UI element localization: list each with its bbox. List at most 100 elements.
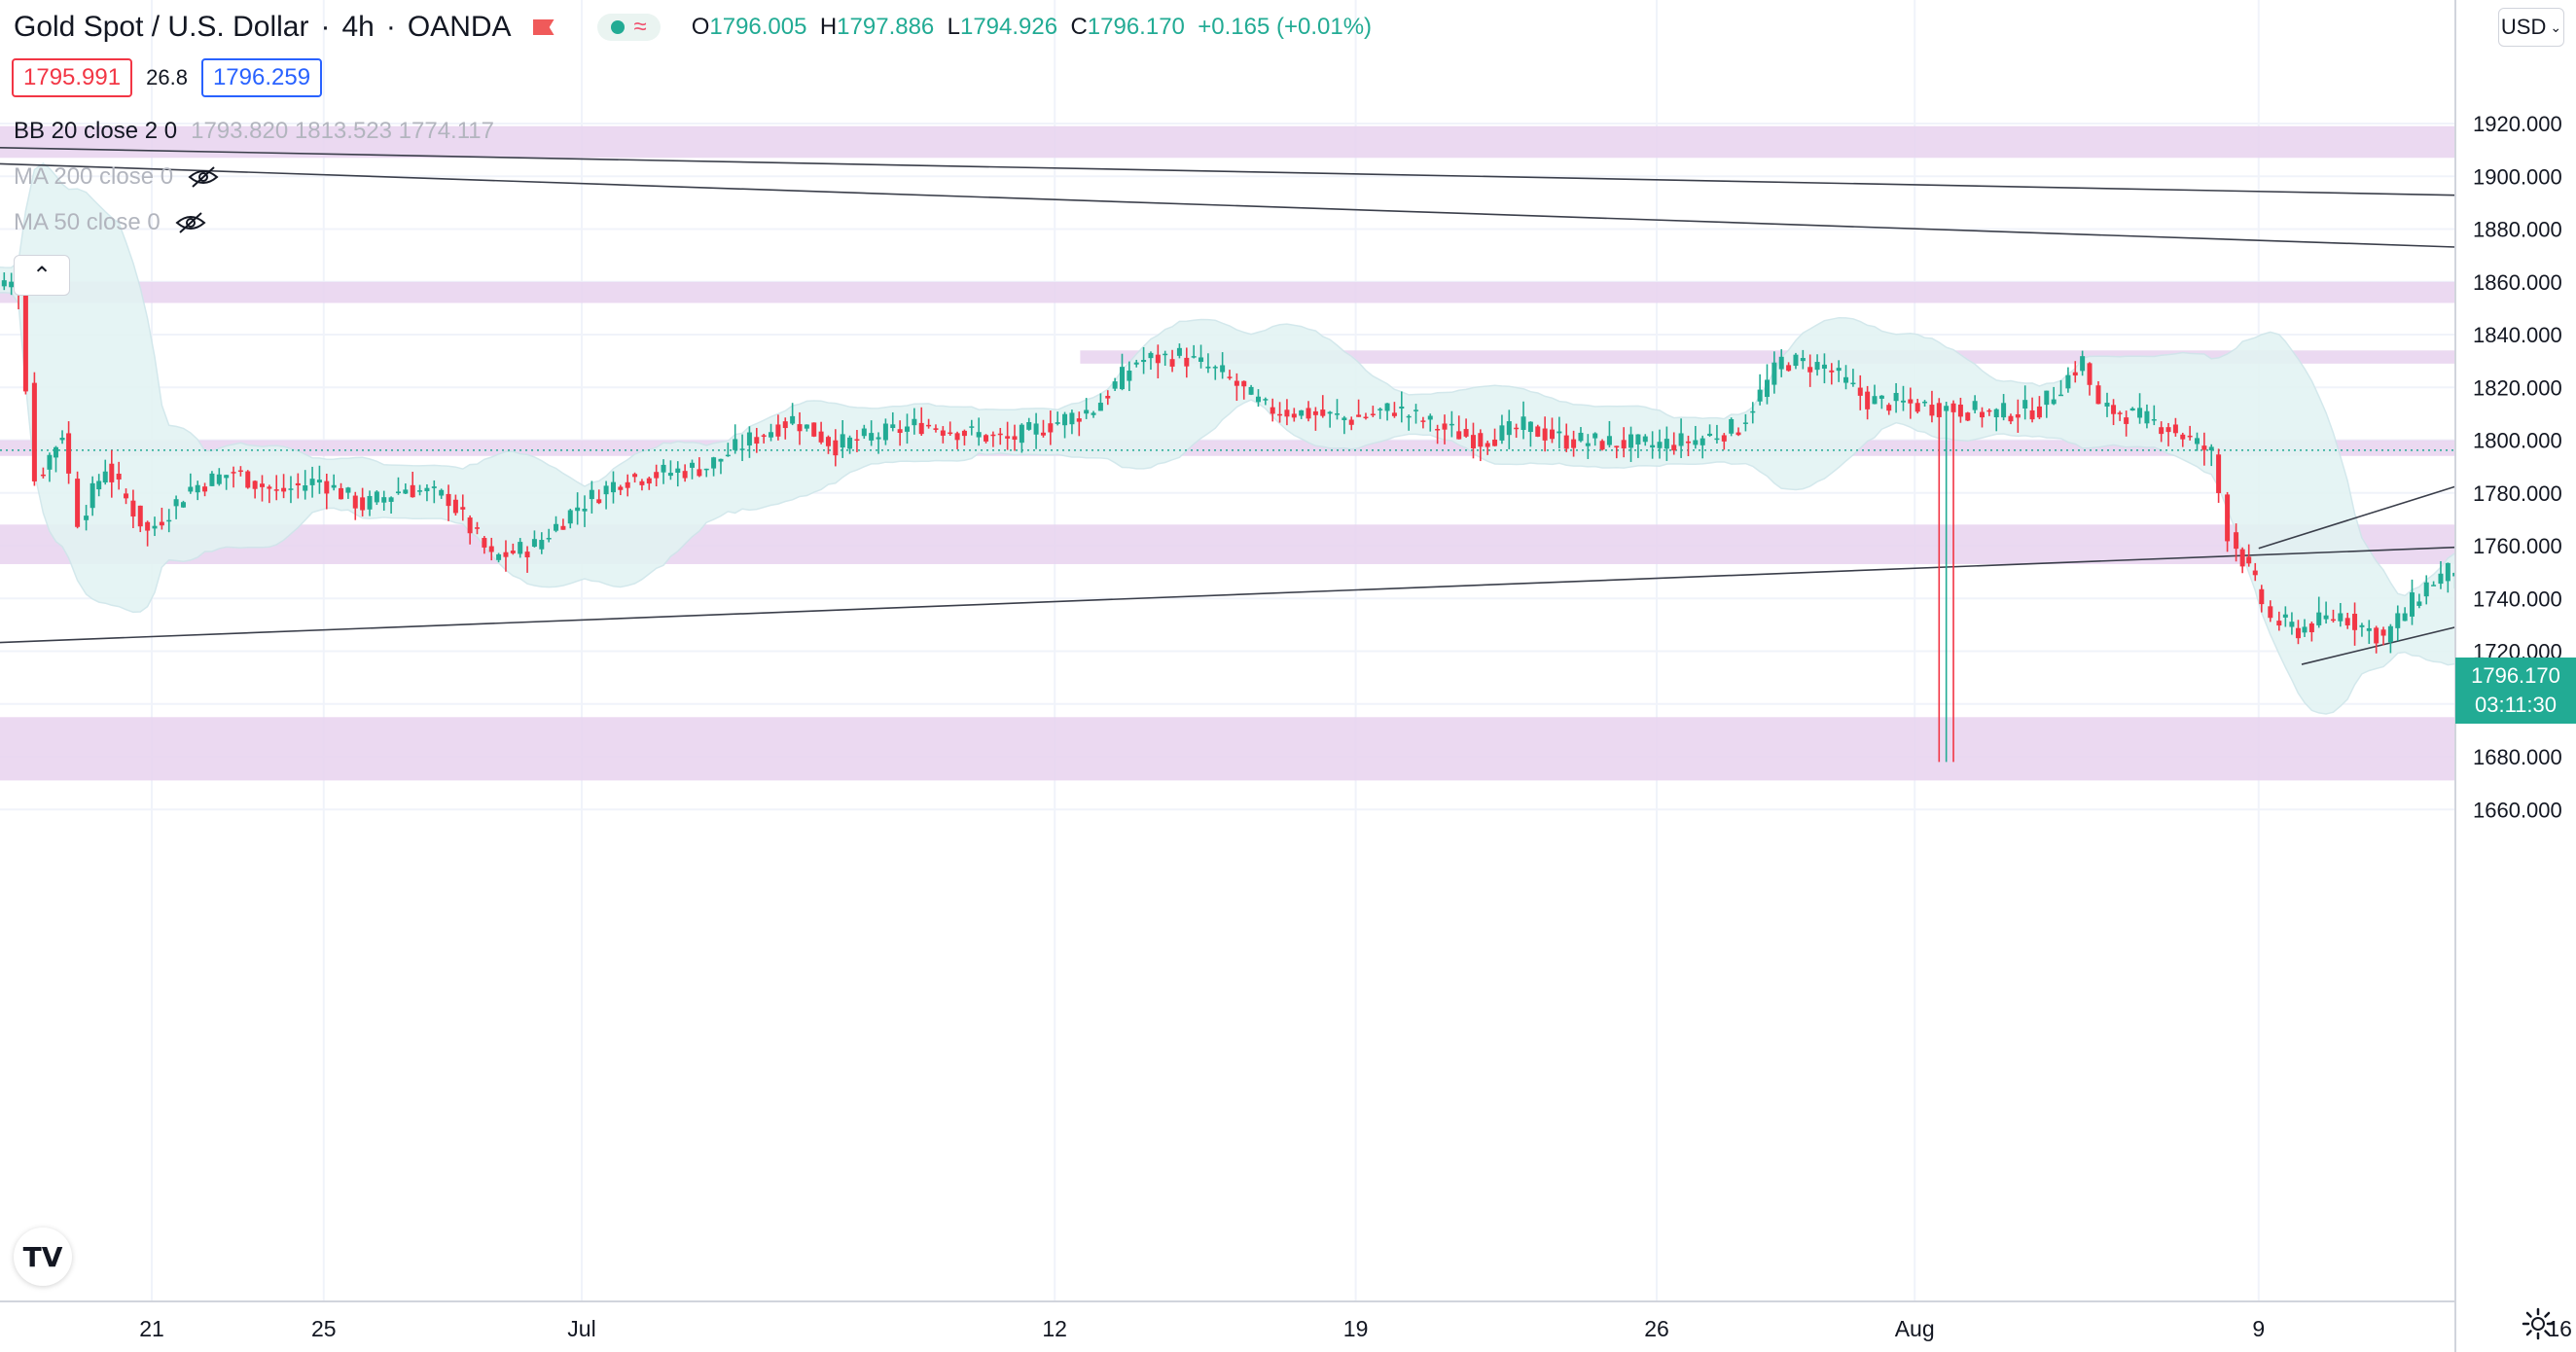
candle-body <box>1270 407 1275 414</box>
market-status-pill[interactable]: ≈ <box>596 14 661 41</box>
candle-body <box>897 429 903 434</box>
candle-body <box>639 480 645 485</box>
candle-body <box>403 489 409 494</box>
candle-body <box>1176 347 1182 356</box>
candle-body <box>1312 410 1318 415</box>
candle-body <box>503 551 509 557</box>
candle-body <box>2410 592 2415 617</box>
price-tick-label: 1780.000 <box>2473 481 2562 506</box>
candle-body <box>1012 436 1018 441</box>
candle-body <box>1757 389 1763 402</box>
candle-body <box>180 502 186 508</box>
indicator-bb[interactable]: BB 20 close 2 0 1793.820 1813.523 1774.1… <box>14 118 494 145</box>
price-tick-label: 1660.000 <box>2473 798 2562 822</box>
candle-body <box>303 485 308 491</box>
interval[interactable]: 4h <box>341 11 375 43</box>
candle-body <box>1449 423 1454 426</box>
candle-body <box>2268 606 2273 619</box>
candle-body <box>1277 413 1283 416</box>
candle-body <box>1893 392 1899 402</box>
candle-body <box>324 480 330 494</box>
market-open-icon <box>610 20 625 34</box>
candle-body <box>746 432 752 445</box>
indicator-ma200[interactable]: MA 200 close 0 <box>14 163 220 191</box>
price-tick-label: 1840.000 <box>2473 323 2562 347</box>
currency-selector[interactable]: USD ⌄ <box>2498 8 2564 47</box>
candle-body <box>754 437 760 445</box>
candle-body <box>918 422 924 435</box>
candle-body <box>1241 380 1247 387</box>
candle-body <box>1614 445 1620 448</box>
candle-body <box>166 519 172 522</box>
hidden-eye-icon[interactable] <box>187 165 220 189</box>
candle-body <box>2316 612 2322 625</box>
candle-body <box>1750 410 1756 413</box>
price-tick-label: 1860.000 <box>2473 270 2562 295</box>
candle-body <box>1069 412 1075 425</box>
candle-body <box>2252 570 2258 576</box>
collapse-indicators-button[interactable]: ⌃ <box>14 255 70 296</box>
gear-icon[interactable] <box>2522 1307 2555 1340</box>
candle-body <box>1685 441 1691 444</box>
candle-body <box>675 468 681 474</box>
candle-body <box>1184 357 1190 367</box>
candle-body <box>1026 422 1032 430</box>
flag-icon[interactable] <box>532 19 555 35</box>
candle-body <box>281 487 287 492</box>
candle-body <box>267 486 272 489</box>
candle-body <box>2159 427 2165 435</box>
candle-body <box>775 424 781 437</box>
candle-body <box>352 495 358 509</box>
candle-body <box>367 495 373 510</box>
candle-body <box>1657 442 1663 448</box>
candle-body <box>1514 427 1520 430</box>
candle-body <box>1778 356 1784 370</box>
tradingview-logo-icon[interactable]: TV <box>14 1227 72 1286</box>
candle-body <box>2416 601 2422 606</box>
candle-body <box>1635 434 1641 445</box>
ohlc-values: O1796.005 H1797.886 L1794.926 C1796.170 … <box>691 14 1373 40</box>
price-tick-label: 1900.000 <box>2473 164 2562 189</box>
candle-body <box>1972 401 1978 410</box>
candle-body <box>1707 433 1713 436</box>
candle-body <box>2246 556 2252 564</box>
symbol-name[interactable]: Gold Spot / U.S. Dollar <box>14 11 309 43</box>
hidden-eye-icon[interactable] <box>174 211 207 234</box>
candle-body <box>1599 441 1605 450</box>
buy-price-button[interactable]: 1796.259 <box>200 58 323 97</box>
candle-body <box>47 454 53 470</box>
price-zone <box>0 524 2455 564</box>
candle-body <box>2431 585 2437 587</box>
candle-body <box>1807 367 1813 373</box>
candle-body <box>2438 573 2444 585</box>
indicator-ma50[interactable]: MA 50 close 0 <box>14 209 207 236</box>
candle-body <box>345 487 351 493</box>
candle-body <box>124 493 129 499</box>
sell-price-button[interactable]: 1795.991 <box>12 58 133 97</box>
candle-body <box>1735 432 1741 436</box>
candle-body <box>1377 409 1383 410</box>
candle-body <box>374 491 379 503</box>
candle-body <box>1420 420 1426 422</box>
candle-body <box>1327 411 1333 414</box>
candle-body <box>2065 374 2071 389</box>
candle-body <box>1693 440 1699 445</box>
candle-body <box>1019 424 1024 444</box>
candle-body <box>876 437 881 440</box>
candle-body <box>1642 436 1648 443</box>
candle-body <box>769 432 774 438</box>
candle-body <box>1048 423 1054 433</box>
symbol-header[interactable]: Gold Spot / U.S. Dollar · 4h · OANDA ≈ O… <box>14 11 1373 43</box>
time-tick-label: 25 <box>311 1316 337 1341</box>
candle-body <box>1163 353 1168 356</box>
candle-body <box>1105 395 1111 399</box>
candle-body <box>790 415 796 424</box>
candle-body <box>2129 408 2135 411</box>
candle-body <box>869 433 875 441</box>
candle-body <box>1463 429 1469 437</box>
candle-body <box>2111 405 2117 414</box>
candle-body <box>1356 414 1362 417</box>
candle-body <box>1169 359 1175 367</box>
candle-body <box>1535 426 1541 437</box>
